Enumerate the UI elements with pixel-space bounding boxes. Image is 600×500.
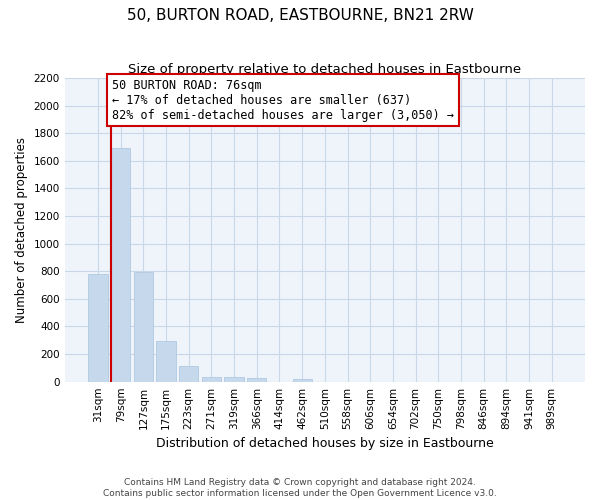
- Text: 50 BURTON ROAD: 76sqm
← 17% of detached houses are smaller (637)
82% of semi-det: 50 BURTON ROAD: 76sqm ← 17% of detached …: [112, 78, 454, 122]
- Bar: [157, 341, 176, 382]
- Y-axis label: Number of detached properties: Number of detached properties: [15, 137, 28, 323]
- Bar: [88, 274, 107, 382]
- Title: Size of property relative to detached houses in Eastbourne: Size of property relative to detached ho…: [128, 62, 521, 76]
- Text: 50, BURTON ROAD, EASTBOURNE, BN21 2RW: 50, BURTON ROAD, EASTBOURNE, BN21 2RW: [127, 8, 473, 22]
- Bar: [224, 376, 244, 382]
- Bar: [179, 366, 199, 382]
- Bar: [247, 378, 266, 382]
- Bar: [134, 272, 153, 382]
- Bar: [111, 148, 130, 382]
- X-axis label: Distribution of detached houses by size in Eastbourne: Distribution of detached houses by size …: [156, 437, 494, 450]
- Text: Contains HM Land Registry data © Crown copyright and database right 2024.
Contai: Contains HM Land Registry data © Crown c…: [103, 478, 497, 498]
- Bar: [202, 376, 221, 382]
- Bar: [293, 378, 312, 382]
